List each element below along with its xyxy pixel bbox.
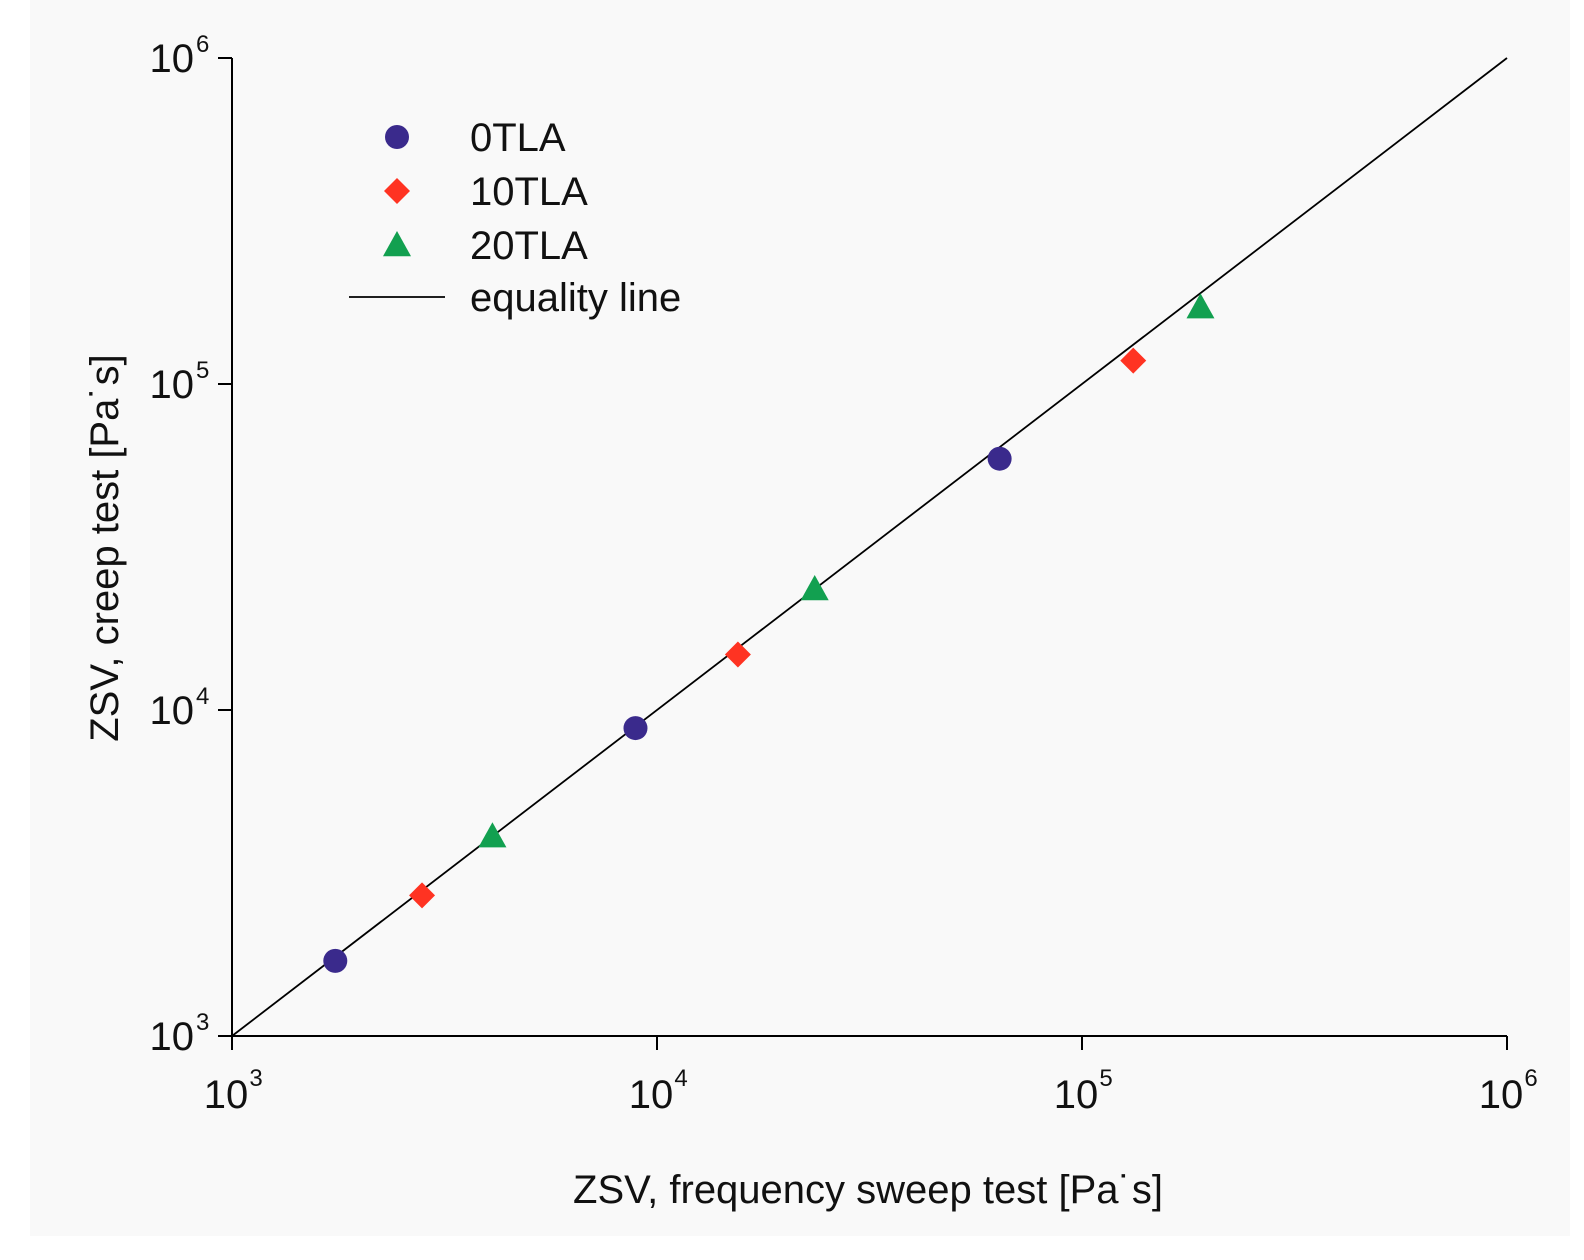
data-point-10tla [1120,347,1147,374]
legend-label-20tla: 20TLA [470,224,588,268]
y-tick-exponent: 5 [196,357,209,384]
data-point-0tla [623,716,648,741]
legend-label-0tla: 0TLA [470,116,566,160]
y-tick-exponent: 4 [196,683,209,710]
x-tick-exponent: 6 [1524,1065,1537,1092]
scatter-chart: 10 310 310 410 410 510 510 610 6 0TLA10TLA20TLAe… [83,31,1538,1212]
y-tick-exponent: 6 [196,31,209,58]
x-tick-label: 10 [1054,1073,1099,1117]
equality-line [231,57,1508,1037]
legend-label-equality-line: equality line [470,276,681,320]
y-tick-label: 10 [150,689,195,733]
data-point-0tla [987,446,1012,471]
x-tick-exponent: 3 [249,1065,262,1092]
legend-marker-0tla [385,125,409,149]
x-tick-label: 10 [1479,1073,1524,1117]
legend-marker-20tla [383,231,411,257]
x-tick-label: 10 [204,1073,249,1117]
data-point-10tla [724,641,751,668]
data-point-20tla [800,575,829,601]
y-tick-exponent: 3 [196,1009,209,1036]
legend-label-10tla: 10TLA [470,170,588,214]
data-point-10tla [409,882,436,909]
y-tick-label: 10 [150,37,195,81]
x-tick-exponent: 4 [674,1065,687,1092]
legend-marker-10tla [384,178,410,204]
data-point-20tla [1186,293,1215,319]
x-tick-label: 10 [629,1073,674,1117]
x-axis-label: ZSV, frequency sweep test [Pa˙s] [573,1168,1163,1212]
data-point-20tla [478,822,507,848]
y-tick-label: 10 [150,1015,195,1059]
x-tick-exponent: 5 [1099,1065,1112,1092]
data-point-0tla [323,948,348,973]
y-axis-label: ZSV, creep test [Pa˙s] [83,354,127,742]
chart-figure: 10 3 10 3 10 4 10 4 10 5 10 5 10 6 10 6 0TLA 10TLA 20TLA e… [30,0,1570,1236]
y-tick-label: 10 [150,363,195,407]
